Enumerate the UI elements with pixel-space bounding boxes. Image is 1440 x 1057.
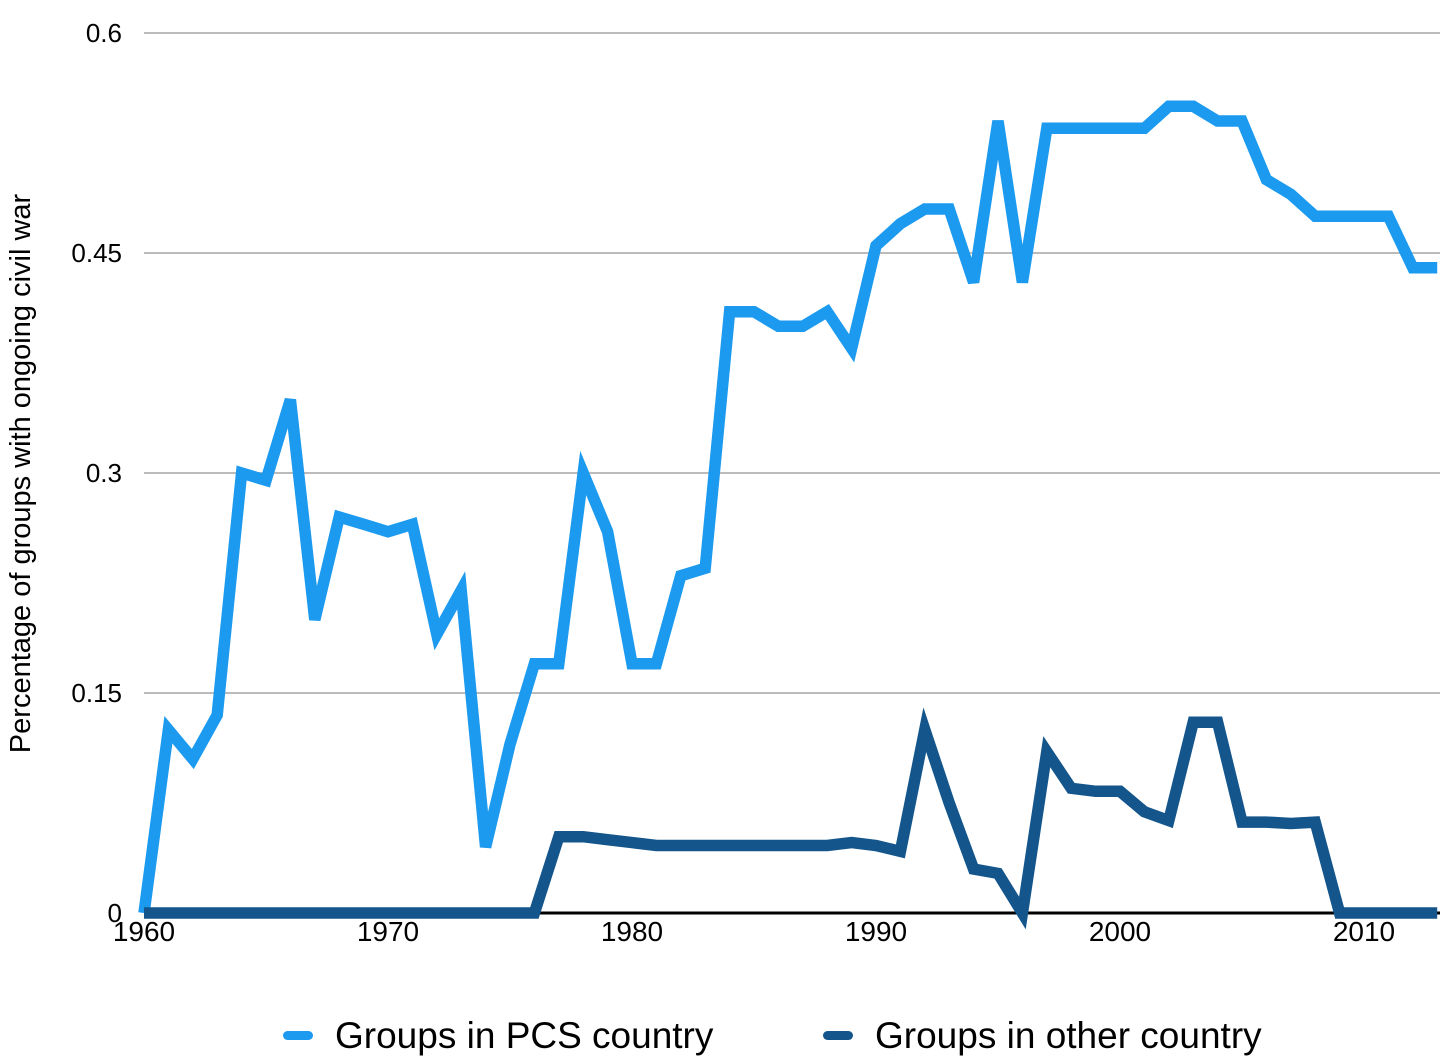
x-tick-label: 1980 [601, 916, 663, 947]
x-tick-label: 2010 [1333, 916, 1395, 947]
y-tick-label: 0.6 [86, 18, 122, 48]
legend-label-pcs: Groups in PCS country [335, 1015, 714, 1056]
series-pcs-country-line [138, 100, 1438, 914]
legend-item-other-country: Groups in other country [823, 1014, 1262, 1057]
legend-item-pcs-country: Groups in PCS country [283, 1014, 713, 1057]
legend: Groups in PCS country Groups in other co… [0, 1014, 1440, 1057]
y-tick-label: 0 [108, 898, 122, 928]
x-tick-label: 2000 [1089, 916, 1151, 947]
x-tick-label: 1990 [845, 916, 907, 947]
y-tick-label: 0.3 [86, 458, 122, 488]
legend-swatch-pcs-icon [283, 1031, 313, 1040]
series-other-country-line [144, 707, 1438, 930]
x-tick-label: 1960 [113, 916, 175, 947]
legend-swatch-other-icon [823, 1031, 853, 1040]
y-tick-label: 0.45 [71, 238, 122, 268]
x-tick-label: 1970 [357, 916, 419, 947]
y-tick-label: 0.15 [71, 678, 122, 708]
legend-label-other: Groups in other country [875, 1015, 1262, 1056]
